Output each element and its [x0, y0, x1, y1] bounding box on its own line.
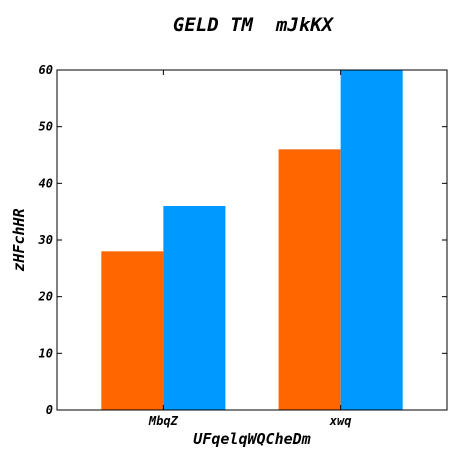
y-ticks-group: 0 10 20 30 40 50 60	[38, 63, 447, 417]
y-tick-label: 30	[38, 233, 53, 247]
y-tick-label: 10	[39, 346, 53, 360]
bar-series-1-xwq	[278, 149, 341, 411]
x-ticks-group: MbqZ xwq	[148, 70, 352, 428]
bars-group	[101, 70, 403, 411]
y-tick-label: 50	[39, 120, 53, 134]
x-tick-label: xwq	[329, 414, 352, 428]
y-tick-label: 20	[38, 290, 53, 304]
y-tick-label: 0	[46, 403, 53, 417]
chart-title: GELD TM mJkKX	[173, 14, 335, 36]
x-tick-label: MbqZ	[148, 414, 179, 428]
plot-frame	[56, 69, 448, 411]
x-axis-label: UFqelqWQCheDm	[193, 430, 310, 448]
y-axis-label: zHFchHR	[10, 208, 28, 271]
y-tick-label: 40	[39, 176, 53, 190]
bar-series-2-MbqZ	[163, 206, 226, 410]
bar-series-2-xwq	[340, 70, 403, 410]
bar-series-1-MbqZ	[101, 251, 164, 410]
y-tick-label: 60	[39, 63, 53, 77]
